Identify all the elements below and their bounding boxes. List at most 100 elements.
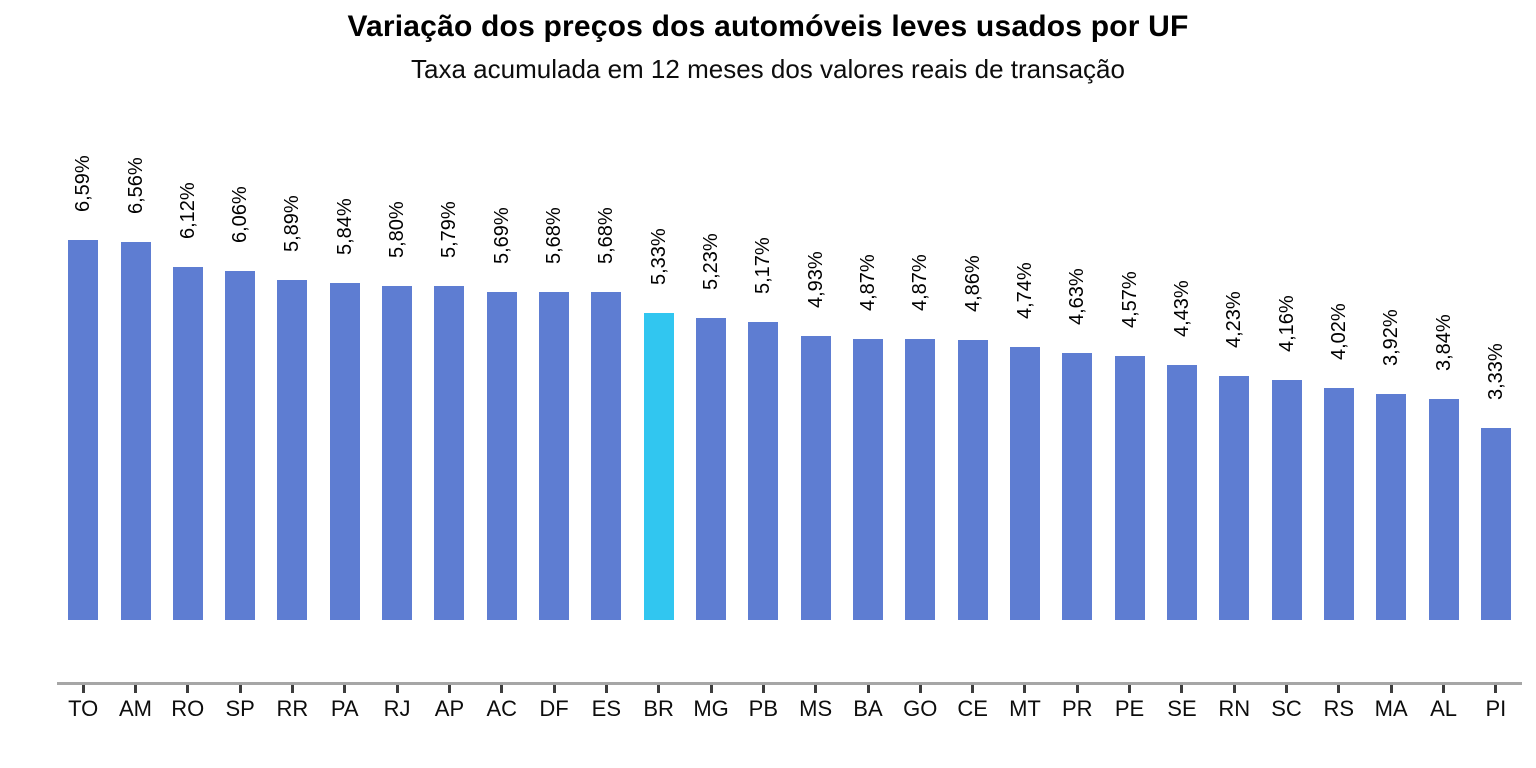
axis-tick [552, 685, 556, 693]
bar-CE [957, 340, 988, 620]
bar-value-label: 4,63% [1066, 268, 1089, 325]
x-tick-label-TO: TO [68, 696, 99, 721]
bar-AL [1428, 399, 1459, 620]
bar-AM [120, 242, 151, 620]
bar-value-label: 5,89% [281, 195, 304, 252]
x-tick-label-PB: PB [748, 696, 779, 721]
axis-tick [1232, 685, 1236, 693]
bar-DF [539, 292, 570, 620]
x-tick-label-SC: SC [1271, 696, 1302, 721]
bar-value-label: 5,68% [543, 207, 566, 264]
x-tick-label-MS: MS [799, 696, 833, 721]
axis-tick [866, 685, 870, 693]
bar-value-label: 4,23% [1223, 291, 1246, 348]
axis-tick [290, 685, 294, 693]
x-tick-label-RO: RO [171, 696, 205, 721]
bar-AP [434, 286, 465, 620]
axis-tick [1337, 685, 1341, 693]
axis-tick [709, 685, 713, 693]
bar-MS [800, 336, 831, 620]
x-tick-label-RS: RS [1323, 696, 1355, 721]
bar-value-label: 6,59% [72, 155, 95, 212]
x-tick-label-SE: SE [1167, 696, 1197, 721]
axis-tick [1023, 685, 1027, 693]
bar-TO [68, 240, 99, 620]
bar-SE [1166, 365, 1197, 620]
bar-GO [905, 339, 936, 620]
axis-tick [1075, 685, 1079, 693]
bar-BA [853, 339, 883, 620]
bar-value-label: 4,87% [857, 254, 879, 311]
x-tick-label-ES: ES [591, 696, 622, 721]
bar-value-label: 3,33% [1484, 343, 1507, 400]
bar-PR [1062, 353, 1093, 620]
axis-tick [1389, 685, 1393, 693]
x-tick-label-AM: AM [118, 696, 152, 721]
bar-MA [1376, 394, 1407, 620]
axis-tick [814, 685, 818, 693]
x-tick-label-CE: CE [957, 696, 988, 721]
axis-tick [761, 685, 765, 693]
x-tick-label-AL: AL [1430, 696, 1457, 721]
bar-value-label: 6,56% [124, 157, 147, 214]
x-tick-label-DF: DF [539, 696, 569, 721]
x-tick-label-MG: MG [693, 696, 729, 721]
axis-tick [81, 685, 85, 693]
x-tick-label-PR: PR [1061, 696, 1093, 721]
bar-value-label: 4,43% [1170, 280, 1193, 337]
bar-RN [1219, 376, 1250, 620]
x-tick-label-BR: BR [643, 696, 674, 721]
bar-value-label: 6,12% [176, 182, 199, 239]
x-tick-label-AC: AC [486, 696, 518, 721]
bar-PI [1480, 428, 1511, 620]
bar-SC [1271, 380, 1302, 620]
axis-tick [134, 685, 137, 693]
x-tick-label-GO: GO [903, 696, 938, 721]
axis-tick [1494, 685, 1498, 693]
bar-MG [696, 318, 726, 620]
x-tick-label-RJ: RJ [383, 696, 411, 721]
x-tick-label-RN: RN [1218, 696, 1251, 721]
bar-value-label: 5,84% [333, 198, 356, 255]
bar-value-label: 4,74% [1013, 262, 1036, 319]
axis-tick [500, 685, 504, 693]
x-tick-label-PI: PI [1485, 696, 1507, 721]
axis-tick [1442, 685, 1445, 693]
bar-value-label: 5,79% [438, 201, 461, 258]
axis-tick [971, 685, 975, 693]
bar-value-label: 5,80% [386, 201, 409, 258]
chart-title: Variação dos preços dos automóveis leves… [347, 10, 1189, 43]
bar-AC [486, 292, 517, 620]
axis-tick [1128, 685, 1132, 693]
bar-value-label: 4,57% [1118, 271, 1141, 328]
x-tick-label-RR: RR [276, 696, 309, 721]
axis-tick [238, 685, 242, 693]
x-axis-line [57, 682, 1522, 685]
bar-value-label: 4,02% [1327, 303, 1350, 360]
bar-SP [225, 271, 256, 620]
bar-value-label: 3,84% [1432, 314, 1455, 371]
bar-value-label: 5,33% [647, 228, 670, 285]
axis-tick [395, 685, 399, 693]
chart-subtitle: Taxa acumulada em 12 meses dos valores r… [411, 54, 1125, 84]
bar-value-label: 4,93% [804, 251, 827, 308]
bar-RS [1323, 388, 1354, 620]
bar-RR [277, 280, 308, 620]
bar-value-label: 5,23% [700, 233, 722, 290]
bar-PA [329, 283, 360, 620]
x-tick-label-PE: PE [1114, 696, 1145, 721]
bar-value-label: 4,16% [1275, 295, 1298, 352]
bar-value-label: 3,92% [1380, 309, 1403, 366]
x-tick-label-PA: PA [330, 696, 359, 721]
x-tick-label-BA: BA [853, 696, 883, 721]
x-tick-label-MA: MA [1374, 696, 1408, 721]
bar-ES [591, 292, 622, 620]
bar-value-label: 5,69% [490, 207, 513, 264]
axis-tick [1180, 685, 1184, 693]
axis-tick [657, 685, 661, 693]
axis-tick [343, 685, 347, 693]
bar-RO [172, 267, 203, 620]
axis-tick [918, 685, 922, 693]
